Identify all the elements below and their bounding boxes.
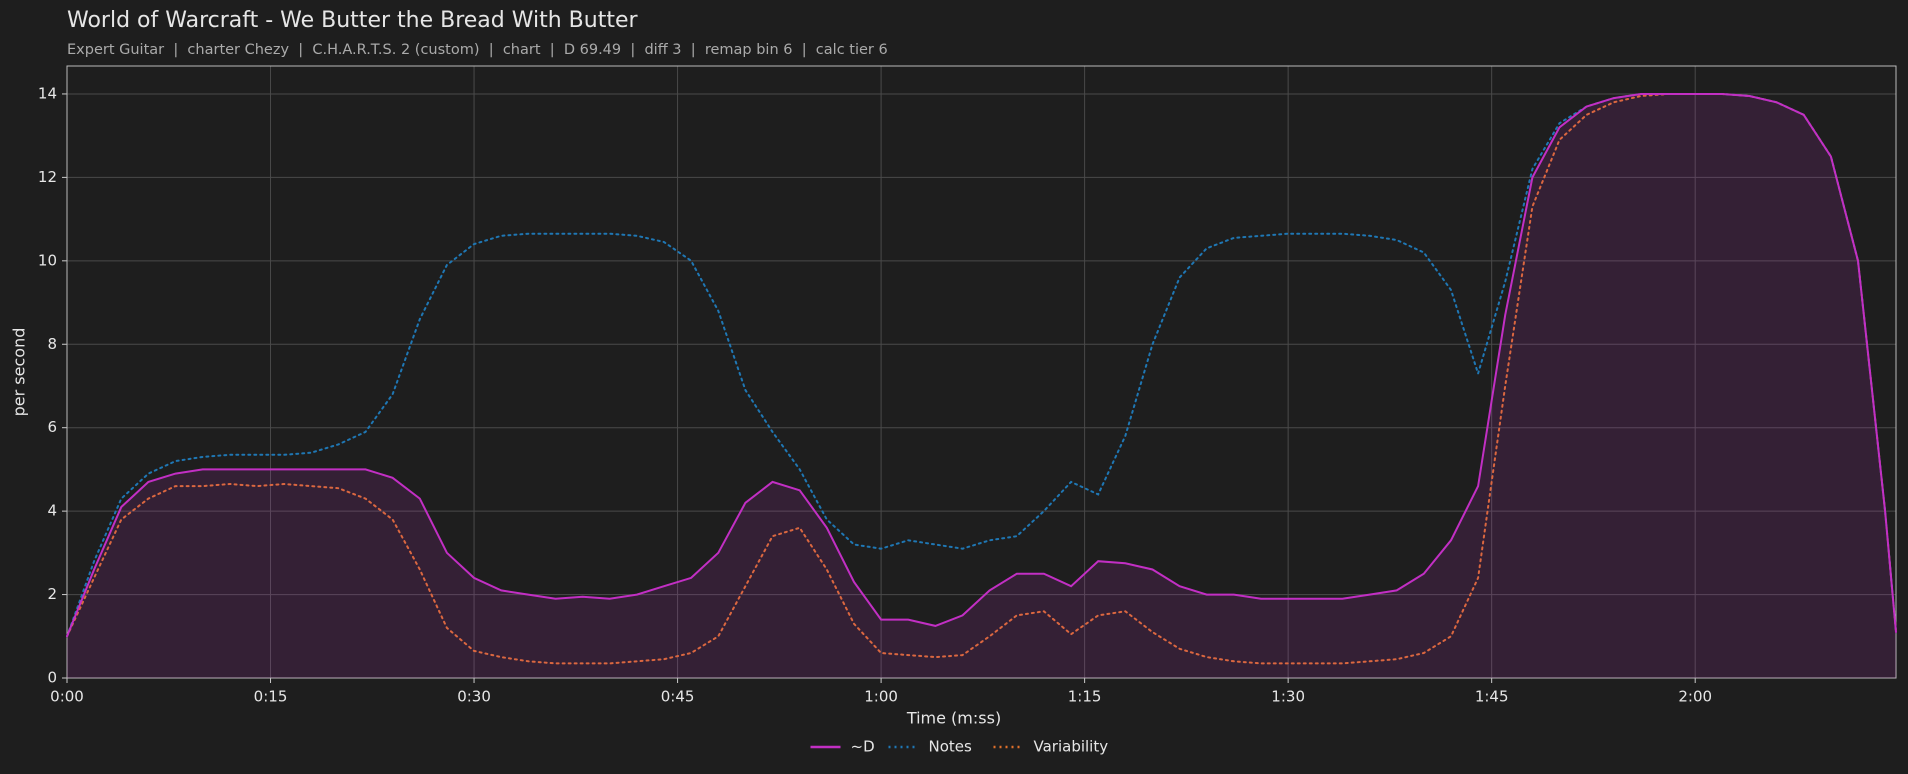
y-tick-label: 8 <box>47 335 57 353</box>
y-tick-label: 14 <box>38 84 57 102</box>
y-axis-label: per second <box>10 328 29 417</box>
x-tick-label: 1:30 <box>1271 688 1305 706</box>
legend-label: Notes <box>929 738 973 756</box>
line <box>66 93 1897 665</box>
x-tick-label: 0:15 <box>254 688 288 706</box>
y-tick-label: 6 <box>47 418 57 436</box>
chart-subtitle: Expert Guitar | charter Chezy | C.H.A.R.… <box>67 42 888 58</box>
line <box>66 93 1897 638</box>
area <box>67 94 1896 678</box>
y-tick-label: 2 <box>47 585 57 603</box>
x-tick-label: 1:45 <box>1475 688 1509 706</box>
y-tick-label: 0 <box>47 669 57 687</box>
x-tick-label: 1:15 <box>1068 688 1102 706</box>
x-tick-label: 0:30 <box>457 688 491 706</box>
x-axis-label: Time (m:ss) <box>906 709 1001 728</box>
y-tick-label: 4 <box>47 502 57 520</box>
legend-label: Variability <box>1034 738 1109 756</box>
y-tick-label: 12 <box>38 168 57 186</box>
x-tick-label: 0:45 <box>661 688 695 706</box>
plot-frame <box>66 65 1897 679</box>
x-tick-label: 1:00 <box>864 688 898 706</box>
legend-label: ~D <box>851 738 875 756</box>
chart-title: World of Warcraft - We Butter the Bread … <box>67 8 639 33</box>
x-tick-label: 0:00 <box>50 688 84 706</box>
y-tick-label: 10 <box>38 251 57 269</box>
x-tick-label: 2:00 <box>1678 688 1712 706</box>
line <box>66 93 1897 638</box>
